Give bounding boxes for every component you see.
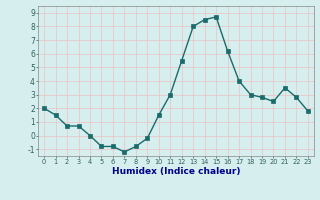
X-axis label: Humidex (Indice chaleur): Humidex (Indice chaleur) [112, 167, 240, 176]
